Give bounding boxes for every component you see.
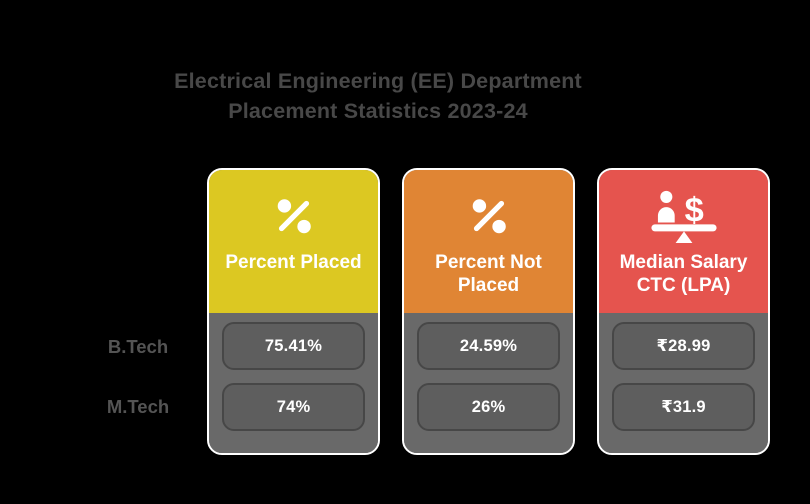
card-label: Percent Not Placed xyxy=(435,252,542,296)
card-median-salary: $ Median Salary CTC (LPA) ₹28.99 ₹31.9 xyxy=(597,168,770,455)
svg-text:$: $ xyxy=(684,192,703,230)
card-label: Median Salary CTC (LPA) xyxy=(619,252,748,296)
row-label-btech: B.Tech xyxy=(107,336,169,357)
salary-balance-icon: $ xyxy=(650,190,718,243)
row-label-mtech: M.Tech xyxy=(106,396,170,417)
card-body: 75.41% 74% xyxy=(209,313,378,453)
value-pill-btech: ₹28.99 xyxy=(612,322,755,370)
card-header: $ Median Salary CTC (LPA) xyxy=(599,170,768,313)
card-label: Percent Placed xyxy=(225,252,362,273)
value-pill-btech: 24.59% xyxy=(417,322,560,370)
chart-title-line2: Placement Statistics 2023-24 xyxy=(228,99,528,123)
value-pill-mtech: 74% xyxy=(222,383,365,431)
card-percent-placed: Percent Placed 75.41% 74% xyxy=(207,168,380,455)
card-body: 24.59% 26% xyxy=(404,313,573,453)
value-pill-mtech: ₹31.9 xyxy=(612,383,755,431)
card-header: Percent Not Placed xyxy=(404,170,573,313)
card-percent-not-placed: Percent Not Placed 24.59% 26% xyxy=(402,168,575,455)
percent-icon xyxy=(466,190,512,242)
value-pill-mtech: 26% xyxy=(417,383,560,431)
stat-cards: Percent Placed 75.41% 74% Percent Not Pl… xyxy=(207,168,770,455)
chart-title: Electrical Engineering (EE) Department P… xyxy=(118,66,638,126)
value-pill-btech: 75.41% xyxy=(222,322,365,370)
card-body: ₹28.99 ₹31.9 xyxy=(599,313,768,453)
chart-title-line1: Electrical Engineering (EE) Department xyxy=(174,69,582,93)
percent-icon xyxy=(271,190,317,242)
card-header: Percent Placed xyxy=(209,170,378,313)
